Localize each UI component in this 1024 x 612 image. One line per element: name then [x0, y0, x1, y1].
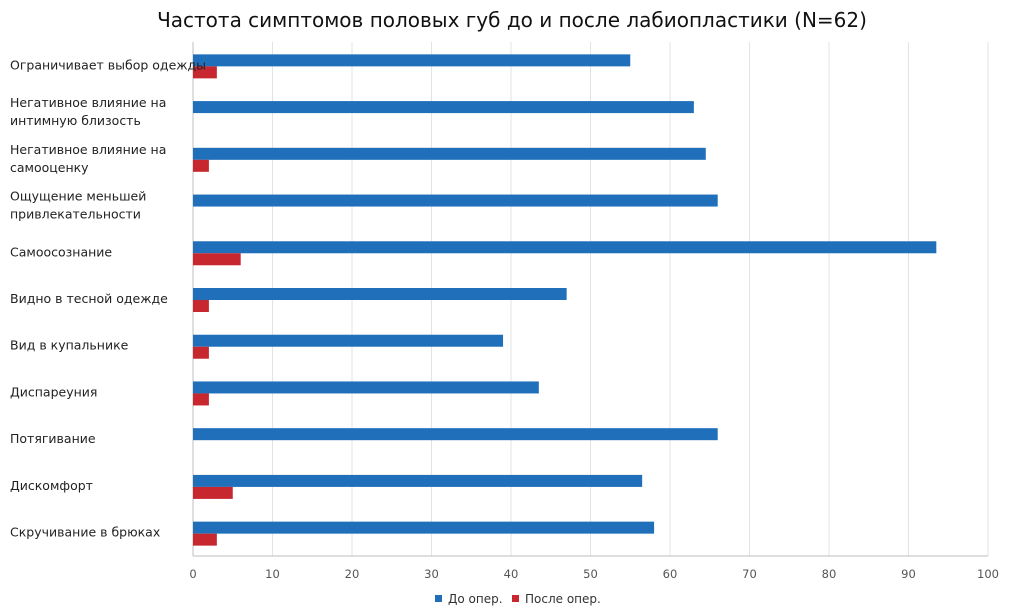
category-label: интимную близость — [10, 113, 141, 128]
bar-after — [193, 346, 209, 359]
x-tick-label: 0 — [189, 567, 196, 581]
category-label: Ограничивает выбор одежды — [10, 57, 206, 72]
bar-after — [193, 300, 209, 312]
x-tick-label: 100 — [977, 567, 999, 581]
category-label: Негативное влияние на — [10, 142, 166, 157]
legend-label: До опер. — [448, 592, 503, 606]
bars — [193, 54, 937, 546]
category-label: Самоосознание — [10, 244, 112, 259]
category-label: Скручивание в брюках — [10, 525, 160, 540]
category-label: самооценку — [10, 160, 89, 175]
category-label: Видно в тесной одежде — [10, 291, 168, 306]
bar-before — [193, 147, 706, 160]
bar-after — [193, 486, 233, 499]
category-label: Вид в купальнике — [10, 338, 129, 353]
bar-after — [193, 253, 241, 266]
bar-before — [193, 521, 655, 534]
bar-before — [193, 428, 718, 441]
x-tick-label: 30 — [424, 567, 439, 581]
x-tick-label: 20 — [345, 567, 360, 581]
chart-title: Частота симптомов половых губ до и после… — [157, 8, 867, 32]
category-label: Диспареуния — [10, 384, 97, 399]
legend-swatch — [512, 595, 519, 602]
bar-before — [193, 381, 539, 394]
x-tick-label: 50 — [583, 567, 598, 581]
x-tick-label: 40 — [504, 567, 519, 581]
x-tick-label: 80 — [822, 567, 837, 581]
bar-before — [193, 334, 504, 347]
legend-swatch — [435, 595, 442, 602]
x-tick-label: 60 — [663, 567, 678, 581]
x-tick-label: 90 — [901, 567, 916, 581]
x-tick-label: 10 — [265, 567, 280, 581]
bar-before — [193, 101, 694, 114]
bar-after — [193, 159, 209, 172]
legend: До опер. После опер. — [435, 592, 601, 606]
bar-after — [193, 66, 217, 79]
legend-label: После опер. — [525, 592, 601, 606]
category-label: привлекательности — [10, 207, 141, 222]
bar-before — [193, 54, 631, 67]
category-label: Негативное влияние на — [10, 95, 166, 110]
category-label: Дискомфорт — [10, 478, 93, 493]
category-label: Потягивание — [10, 431, 96, 446]
x-axis-ticks: 0 10 20 30 40 50 60 70 80 90 100 — [189, 567, 999, 581]
bar-after — [193, 393, 209, 406]
bar-before — [193, 241, 937, 254]
x-tick-label: 70 — [742, 567, 757, 581]
bar-before — [193, 194, 718, 207]
bar-before — [193, 474, 643, 487]
bar-after — [193, 533, 217, 546]
category-label: Ощущение меньшей — [10, 189, 146, 204]
category-labels: Ограничивает выбор одежды Негативное влия… — [10, 57, 206, 539]
bar-before — [193, 288, 567, 300]
